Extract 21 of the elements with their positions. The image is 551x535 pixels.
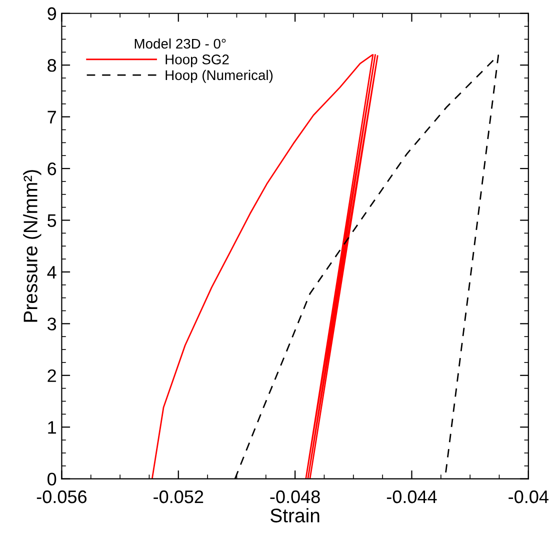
y-tick-label: 4 [47,266,56,278]
y-tick-label: 8 [48,59,56,72]
y-tick-label: 3 [48,318,56,330]
y-tick-label: 7 [48,110,56,124]
x-tick-label: -0.056 [36,490,87,504]
legend-label: Hoop SG2 [166,54,229,68]
y-tick-label: 1 [48,421,56,434]
y-tick-label: 6 [48,162,56,176]
legend-label: Hoop (Numerical) [166,70,273,83]
x-axis-title: Strain [270,508,320,522]
x-tick-label: -0.04 [508,490,548,504]
x-tick-label: -0.052 [154,490,204,504]
x-tick-label: -0.044 [386,490,437,504]
legend-title: Model 23D - 0° [134,38,226,49]
y-tick-label: 2 [48,369,56,382]
y-axis-title: Pressure (N/mm²) [23,170,42,322]
y-tick-label: 5 [48,214,56,227]
x-tick-label: -0.048 [270,490,320,504]
line-series [151,54,378,479]
y-tick-label: 0 [48,472,56,486]
y-tick-label: 9 [48,7,56,20]
